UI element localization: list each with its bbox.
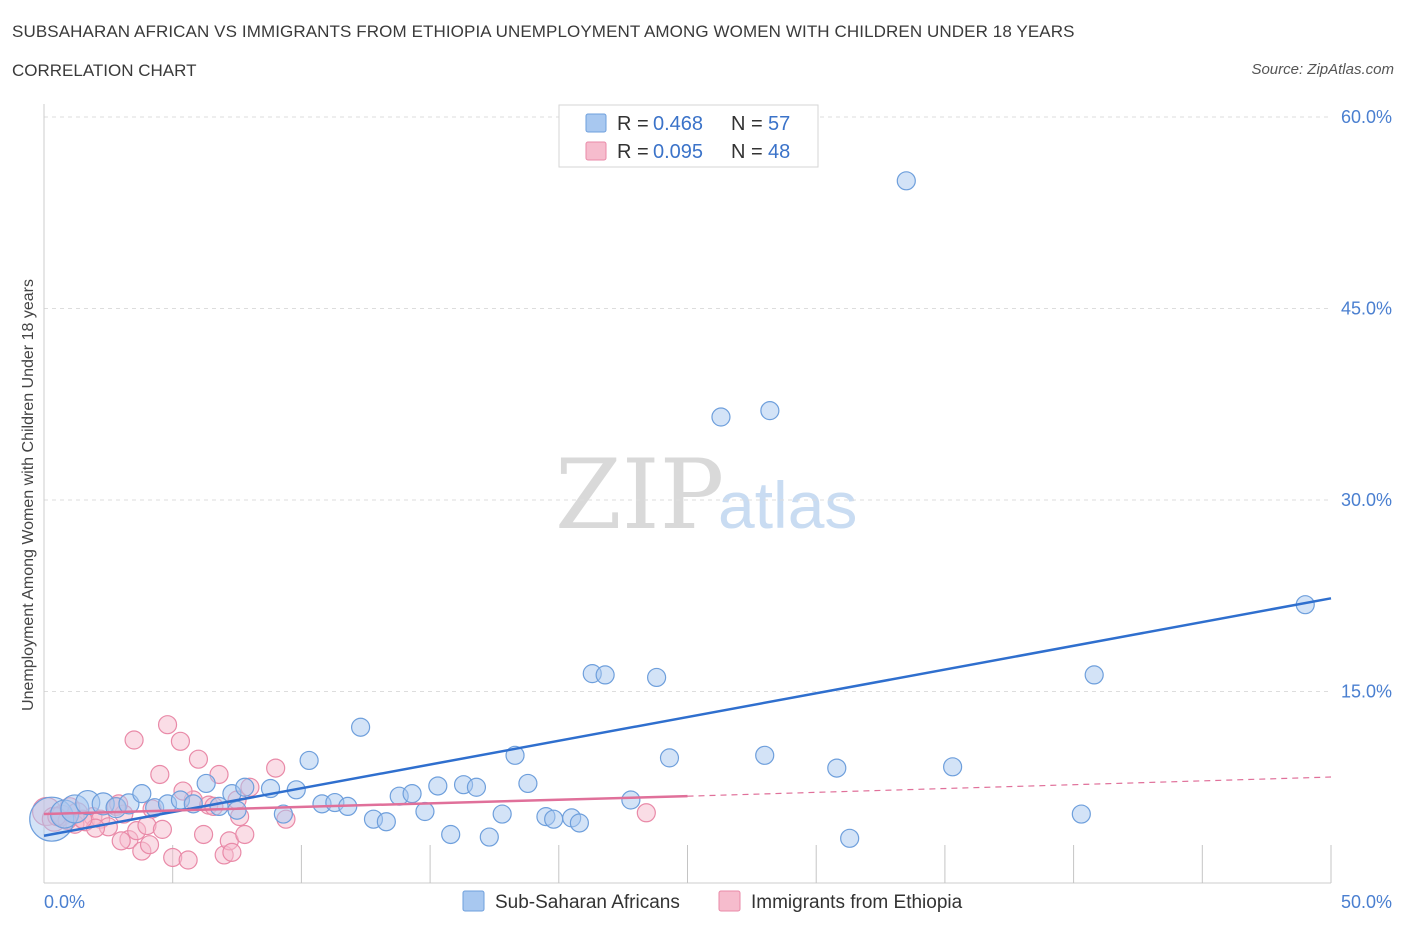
y-tick-labels: 15.0% 30.0% 45.0% 60.0% bbox=[1341, 107, 1392, 702]
grid-lines bbox=[44, 116, 1331, 692]
legend-swatch-blue bbox=[585, 113, 607, 133]
chart-title: SUBSAHARAN AFRICAN VS IMMIGRANTS FROM ET… bbox=[12, 22, 1075, 41]
data-point bbox=[132, 784, 152, 804]
y-axis-label: Unemployment Among Women with Children U… bbox=[20, 279, 37, 711]
y-tick-label: 60.0% bbox=[1341, 107, 1392, 127]
series-ethiopia-points bbox=[31, 715, 656, 870]
legend-swatch-pink bbox=[585, 141, 607, 161]
data-point bbox=[157, 715, 178, 735]
series-legend-label-pink: Immigrants from Ethiopia bbox=[751, 892, 963, 913]
data-point bbox=[760, 401, 780, 421]
series-legend-label-blue: Sub-Saharan Africans bbox=[495, 892, 680, 913]
data-point bbox=[351, 717, 371, 737]
data-point bbox=[647, 667, 667, 688]
data-point bbox=[222, 842, 242, 862]
legend-r-value-blue: 0.468 bbox=[653, 113, 703, 135]
data-point bbox=[659, 748, 680, 768]
data-point bbox=[492, 804, 512, 824]
data-point bbox=[943, 757, 963, 777]
legend-n-value-blue: 57 bbox=[768, 113, 790, 135]
x-tick-label-max: 50.0% bbox=[1341, 892, 1392, 912]
data-point bbox=[896, 171, 916, 191]
trend-line-ethiopia bbox=[43, 794, 688, 816]
legend-n-label-blue: N = bbox=[731, 113, 763, 135]
data-point bbox=[1071, 804, 1091, 824]
data-point bbox=[518, 773, 538, 794]
data-point bbox=[840, 828, 860, 848]
series-legend-swatch-blue bbox=[462, 890, 485, 912]
data-point bbox=[636, 803, 656, 823]
data-point bbox=[235, 777, 255, 797]
data-point bbox=[1084, 665, 1104, 685]
data-point bbox=[273, 804, 293, 824]
data-point bbox=[621, 790, 641, 810]
data-point bbox=[595, 665, 615, 685]
data-point bbox=[266, 758, 286, 778]
data-point bbox=[111, 831, 131, 851]
data-point bbox=[428, 776, 448, 796]
data-point bbox=[193, 824, 214, 845]
data-point bbox=[415, 801, 435, 822]
data-point bbox=[196, 773, 216, 794]
data-point bbox=[152, 819, 173, 839]
data-point bbox=[139, 835, 160, 855]
series-legend: Sub-Saharan Africans Immigrants from Eth… bbox=[462, 890, 963, 913]
data-point bbox=[150, 764, 170, 785]
correlation-legend: R = 0.468 N = 57 R = 0.095 N = 48 bbox=[558, 104, 819, 168]
source-label: Source: ZipAtlas.com bbox=[1251, 61, 1394, 78]
legend-n-label-pink: N = bbox=[731, 141, 763, 163]
data-point bbox=[235, 824, 255, 845]
trend-lines bbox=[43, 597, 1332, 837]
legend-r-label-pink: R = bbox=[617, 141, 649, 163]
legend-r-value-pink: 0.095 bbox=[653, 141, 703, 163]
data-point bbox=[299, 750, 319, 771]
chart-subtitle: CORRELATION CHART bbox=[12, 61, 197, 80]
data-point bbox=[170, 731, 191, 751]
data-point bbox=[711, 407, 731, 427]
data-point bbox=[466, 777, 487, 797]
data-point bbox=[402, 784, 422, 804]
data-point bbox=[755, 745, 775, 765]
data-point bbox=[188, 749, 209, 769]
data-point bbox=[479, 827, 499, 847]
y-tick-label: 45.0% bbox=[1341, 299, 1392, 319]
data-point bbox=[544, 809, 564, 829]
watermark-atlas: atlas bbox=[718, 468, 857, 542]
data-point bbox=[376, 812, 396, 832]
data-point bbox=[227, 800, 247, 820]
x-tick-label-min: 0.0% bbox=[44, 892, 85, 912]
legend-n-value-pink: 48 bbox=[768, 141, 790, 163]
x-tick-marks bbox=[172, 845, 1332, 883]
data-point bbox=[124, 730, 144, 750]
data-point bbox=[569, 813, 589, 833]
trend-line-ethiopia-extension bbox=[687, 776, 1332, 797]
data-point bbox=[178, 850, 198, 870]
data-point bbox=[441, 824, 461, 845]
watermark-zip: ZIP bbox=[555, 439, 724, 551]
legend-r-label-blue: R = bbox=[617, 113, 649, 135]
y-tick-label: 30.0% bbox=[1341, 490, 1392, 510]
y-tick-label: 15.0% bbox=[1341, 682, 1392, 702]
trend-line-subsaharan bbox=[43, 597, 1332, 837]
series-legend-swatch-pink bbox=[718, 890, 741, 912]
data-point bbox=[827, 758, 847, 778]
